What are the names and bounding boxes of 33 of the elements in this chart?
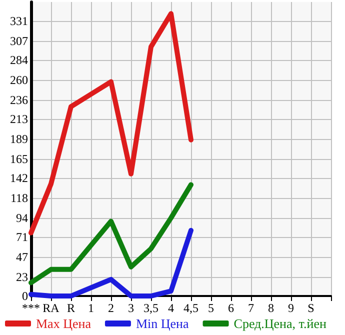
legend-label: Сред.Цена, т.йен	[234, 316, 326, 331]
legend-label: Min Цена	[136, 316, 189, 331]
x-tick-label: 6	[228, 301, 234, 315]
y-tick-label: 94	[16, 210, 28, 225]
y-tick-label: 47	[16, 250, 28, 264]
y-tick-label: 23	[16, 270, 28, 284]
y-tick-label: 236	[10, 93, 28, 107]
x-tick-label: 4	[168, 301, 174, 315]
y-tick-label: 165	[10, 152, 28, 166]
legend-label: Max Цена	[36, 316, 92, 331]
y-tick-label: 142	[10, 171, 28, 186]
y-tick-label: 118	[10, 191, 28, 205]
x-tick-label: 4,5	[184, 301, 198, 315]
x-tick-label: R	[66, 301, 76, 315]
x-tick-label: 2	[108, 301, 114, 315]
x-tick-label: 3	[128, 301, 134, 315]
x-tick-label: 5	[208, 301, 214, 315]
x-tick-label: 1	[88, 301, 94, 315]
x-tick-label: S	[308, 301, 314, 315]
x-tick-label: 8	[268, 301, 274, 315]
y-tick-label: 331	[10, 14, 28, 28]
y-tick-label: 0	[22, 289, 28, 303]
x-tick-label: RA	[42, 301, 60, 315]
x-tick-label: ***	[22, 301, 40, 315]
x-tick-label: 9	[288, 301, 294, 315]
x-tick-label: 3,5	[144, 301, 158, 315]
y-tick-label: 284	[10, 53, 28, 68]
y-tick-label: 189	[10, 132, 28, 146]
y-tick-label: 307	[10, 34, 28, 48]
y-tick-label: 260	[10, 73, 28, 88]
y-tick-label: 71	[16, 230, 28, 244]
y-tick-label: 213	[10, 112, 28, 126]
x-tick-label: 7	[248, 301, 254, 315]
